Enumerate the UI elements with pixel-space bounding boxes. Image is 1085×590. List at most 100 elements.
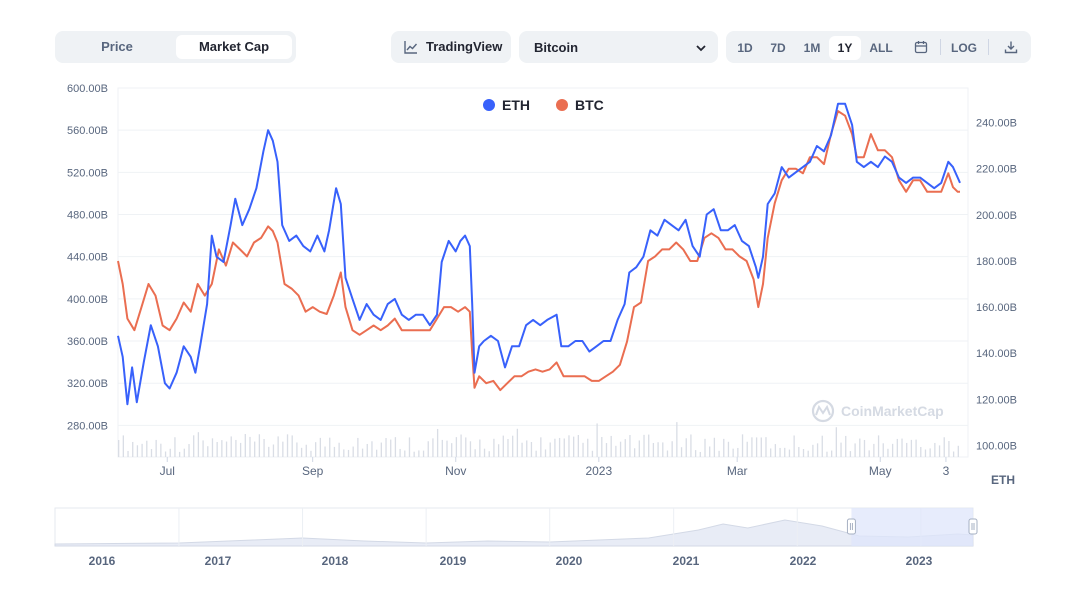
series-line-eth [117, 102, 961, 406]
tab-price[interactable]: Price [101, 39, 133, 54]
volume-bar [207, 446, 209, 457]
volume-bar [371, 441, 373, 457]
volume-bar [558, 437, 561, 457]
volume-bar [755, 437, 758, 457]
volume-bar [268, 446, 270, 457]
volume-bar [887, 448, 889, 457]
volume-bar [399, 448, 401, 457]
volume-bar [526, 440, 528, 457]
volume-bar [305, 444, 307, 457]
volume-bar [127, 450, 129, 457]
volume-bar [474, 449, 476, 457]
volume-bar [211, 438, 214, 457]
volume-bar [249, 436, 251, 457]
chart-type-toggle: Price Market Cap [55, 31, 296, 63]
volume-bar [709, 446, 711, 457]
range-all-button[interactable]: ALL [869, 41, 893, 55]
range-1m-button[interactable]: 1M [803, 41, 821, 55]
left-axis-tick-label: 400.00B [67, 294, 108, 306]
volume-bar [906, 442, 908, 457]
right-axis-tick-label: 140.00B [976, 348, 1017, 360]
volume-bar [516, 428, 519, 457]
volume-bar [765, 437, 767, 457]
volume-bar [277, 436, 279, 457]
volume-bar [244, 434, 246, 457]
volume-bar [732, 448, 734, 457]
left-axis-tick-label: 360.00B [67, 336, 108, 348]
volume-bar [643, 434, 645, 457]
legend-label-btc: BTC [575, 97, 604, 113]
volume-bar [910, 439, 913, 457]
right-axis-tick-label: 200.00B [976, 210, 1017, 222]
chevron-down-icon [696, 45, 706, 52]
volume-bar [835, 427, 837, 457]
volume-bar [882, 443, 884, 457]
x-axis-ticks: Jul Sep Nov 2023 Mar May 3 [160, 457, 950, 478]
volume-bar [188, 444, 190, 457]
volume-bar [343, 449, 345, 457]
volume-bar [826, 451, 828, 457]
volume-bar [408, 437, 411, 457]
volume-bar [225, 441, 228, 457]
volume-bar [502, 435, 504, 457]
volume-bar [812, 444, 814, 457]
volume-bar [427, 441, 429, 457]
volume-bar [404, 450, 406, 457]
volume-bar [132, 441, 134, 457]
volume-bar [254, 441, 256, 457]
volume-bar [544, 449, 547, 457]
range-1d-button[interactable]: 1D [737, 41, 753, 55]
volume-bar [540, 437, 542, 457]
volume-bar [788, 449, 791, 457]
left-axis-tick-label: 320.00B [67, 378, 108, 390]
calendar-icon[interactable] [914, 40, 928, 54]
volume-bar [549, 442, 551, 457]
volume-bar [174, 437, 176, 457]
volume-bar [629, 434, 631, 457]
tradingview-label: TradingView [426, 39, 503, 54]
volume-bar [957, 445, 959, 457]
left-axis-tick-label: 600.00B [67, 83, 108, 95]
volume-bar [587, 438, 589, 457]
plot-frame [117, 87, 969, 458]
volume-bar [479, 439, 481, 457]
series-lines [117, 102, 961, 406]
volume-bar [713, 437, 716, 457]
log-scale-button[interactable]: LOG [951, 41, 977, 55]
volume-bar [746, 441, 748, 457]
time-navigator[interactable]: 2016 2017 2018 2019 2020 2021 2022 2023 [54, 507, 978, 568]
navigator-frame [54, 507, 974, 547]
volume-bar [202, 440, 204, 457]
volume-bar [891, 443, 894, 457]
volume-bar [432, 438, 434, 457]
right-axis-tick-label: 100.00B [976, 440, 1017, 452]
right-axis-tick-label: 240.00B [976, 118, 1017, 130]
tab-market-cap[interactable]: Market Cap [176, 35, 292, 59]
volume-bar [934, 442, 936, 457]
download-icon[interactable] [1004, 40, 1018, 54]
volume-bar [141, 443, 143, 457]
volume-bar [413, 451, 415, 457]
navigator-handle-left [846, 518, 856, 535]
line-chart-icon [404, 41, 418, 54]
x-axis-tick-label: May [869, 464, 892, 478]
tradingview-button[interactable]: TradingView [391, 31, 511, 63]
left-axis-tick-label: 280.00B [67, 420, 108, 432]
volume-bar [652, 442, 655, 457]
volume-bar [385, 438, 387, 457]
volume-bar [357, 437, 359, 457]
compare-select[interactable]: Bitcoin [519, 31, 718, 63]
volume-bar [418, 450, 420, 457]
volume-bar [160, 443, 162, 457]
navigator-year-label: 2016 [89, 554, 116, 568]
volume-bar [924, 449, 927, 457]
range-1y-button[interactable]: 1Y [829, 36, 861, 60]
volume-bar [258, 434, 261, 457]
range-7d-button[interactable]: 7D [770, 41, 786, 55]
volume-bar [727, 441, 730, 457]
right-axis-tick-label: 120.00B [976, 394, 1017, 406]
navigator-selection [851, 508, 973, 546]
volume-bar [774, 444, 777, 457]
legend-marker-eth [483, 99, 495, 111]
